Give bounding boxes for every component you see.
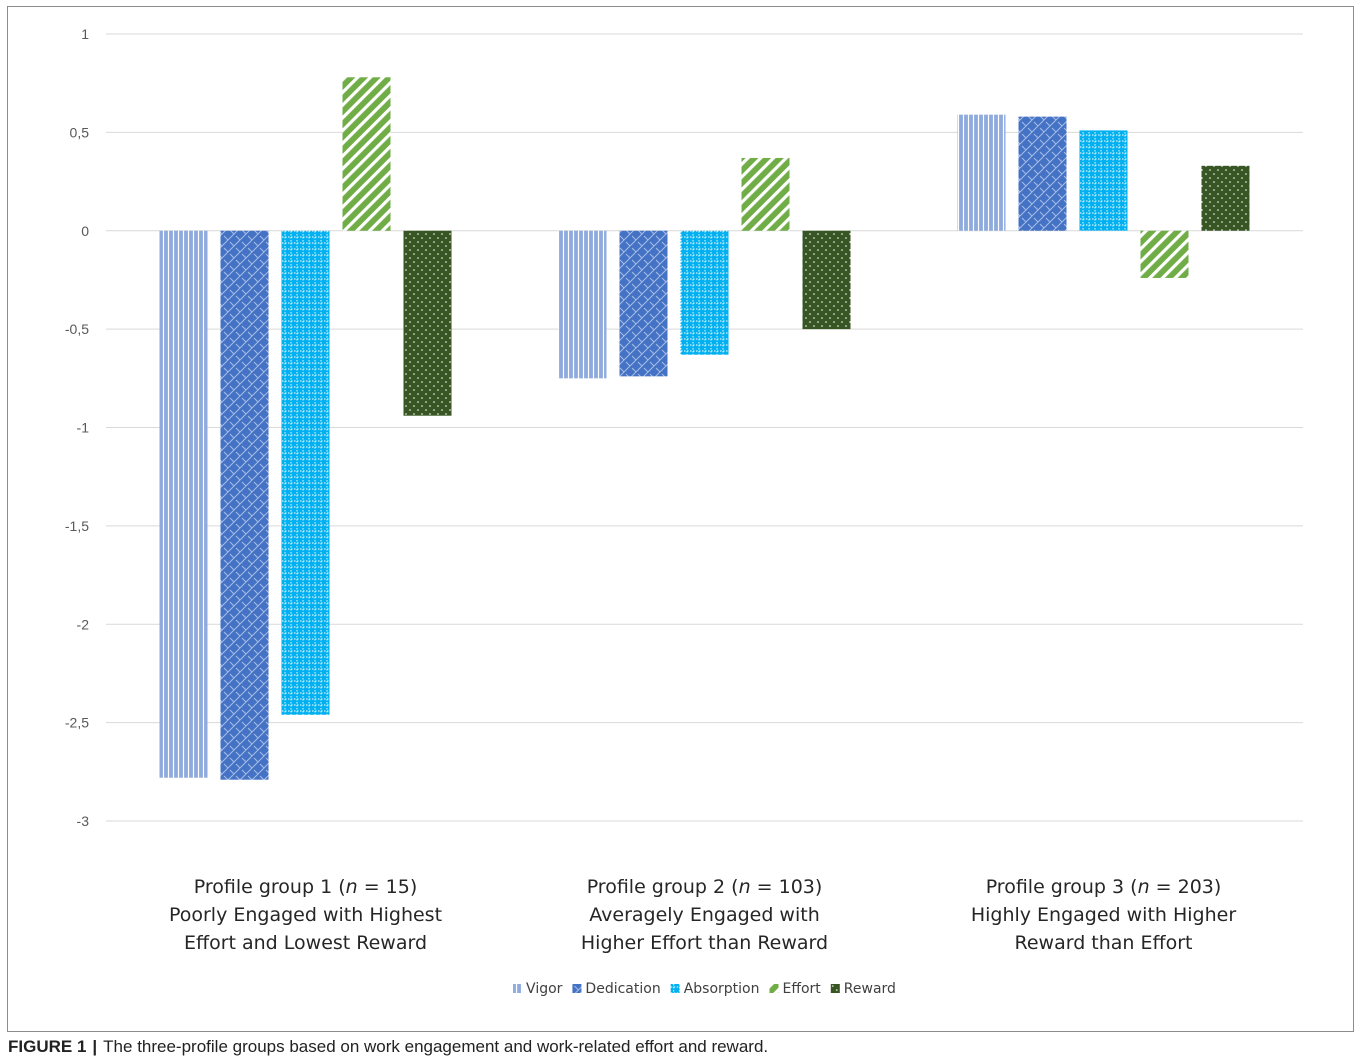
category-label-line3: Reward than Effort [1015, 932, 1193, 954]
legend-label: Effort [782, 981, 821, 997]
bar-dedication-group-2 [619, 230, 668, 377]
legend-label: Absorption [684, 981, 760, 997]
y-tick-label: -2 [77, 616, 90, 632]
legend-item-dedication: Dedication [572, 981, 661, 997]
y-tick-label: -2,5 [65, 715, 89, 731]
caption-separator: | [92, 1037, 98, 1056]
category-label-line1: Profile group 2 (n = 103) [587, 876, 823, 898]
legend-item-effort: Effort [769, 981, 821, 997]
legend-swatch [830, 984, 840, 993]
bar-dedication-group-1 [220, 230, 269, 780]
legend-swatch [572, 984, 582, 993]
bar-absorption-group-3 [1079, 130, 1128, 231]
legend: Vigor Dedication Absorption Effort Reward [513, 981, 896, 997]
legend-label: Vigor [526, 981, 563, 997]
bar-effort-group-2 [741, 157, 790, 231]
bar-absorption-group-2 [680, 230, 729, 355]
y-tick-label: 0 [81, 223, 89, 239]
legend-label: Dedication [585, 981, 660, 997]
category-label-line3: Effort and Lowest Reward [184, 932, 427, 954]
caption-text: The three-profile groups based on work e… [103, 1037, 769, 1056]
y-tick-label: 0,5 [70, 124, 90, 140]
y-tick-label: -0,5 [65, 321, 89, 337]
figure-caption: FIGURE 1 | The three-profile groups based … [8, 1037, 768, 1057]
legend-label: Reward [844, 981, 896, 997]
category-label-line2: Averagely Engaged with [589, 904, 820, 926]
bar-vigor-group-3 [957, 114, 1006, 231]
legend-swatch [513, 984, 523, 993]
bars [159, 77, 1250, 780]
bar-effort-group-1 [342, 77, 391, 231]
bar-reward-group-2 [802, 230, 851, 330]
category-label-line2: Poorly Engaged with Highest [169, 904, 442, 926]
legend-item-absorption: Absorption [670, 981, 760, 997]
legend-item-vigor: Vigor [513, 981, 563, 997]
category-label-line1: Profile group 1 (n = 15) [194, 876, 418, 898]
legend-swatch [670, 984, 680, 993]
bar-reward-group-1 [403, 230, 452, 416]
category-labels: Profile group 1 (n = 15) Poorly Engaged w… [169, 876, 1236, 954]
category-label-line3: Higher Effort than Reward [581, 932, 828, 954]
category-label-line2: Highly Engaged with Higher [971, 904, 1237, 926]
category-label-line1: Profile group 3 (n = 203) [986, 876, 1222, 898]
y-tick-label: 1 [81, 26, 89, 42]
y-axis-ticks: 1 0,5 0 -0,5 -1 -1,5 -2 -2,5 -3 [65, 26, 89, 829]
y-tick-label: -3 [77, 813, 90, 829]
bar-effort-group-3 [1140, 230, 1189, 278]
bar-reward-group-3 [1201, 165, 1250, 231]
bar-vigor-group-2 [558, 230, 607, 379]
gridlines [106, 33, 1303, 822]
legend-item-reward: Reward [830, 981, 896, 997]
y-tick-label: -1 [77, 420, 90, 436]
bar-chart: 1 0,5 0 -0,5 -1 -1,5 -2 -2,5 -3 Profile group 1 … [65, 26, 1303, 997]
legend-swatch [769, 984, 779, 993]
bar-dedication-group-3 [1018, 116, 1067, 231]
bar-vigor-group-1 [159, 230, 208, 778]
caption-label: FIGURE 1 [8, 1037, 87, 1056]
bar-absorption-group-1 [281, 230, 330, 715]
y-tick-label: -1,5 [65, 518, 89, 534]
